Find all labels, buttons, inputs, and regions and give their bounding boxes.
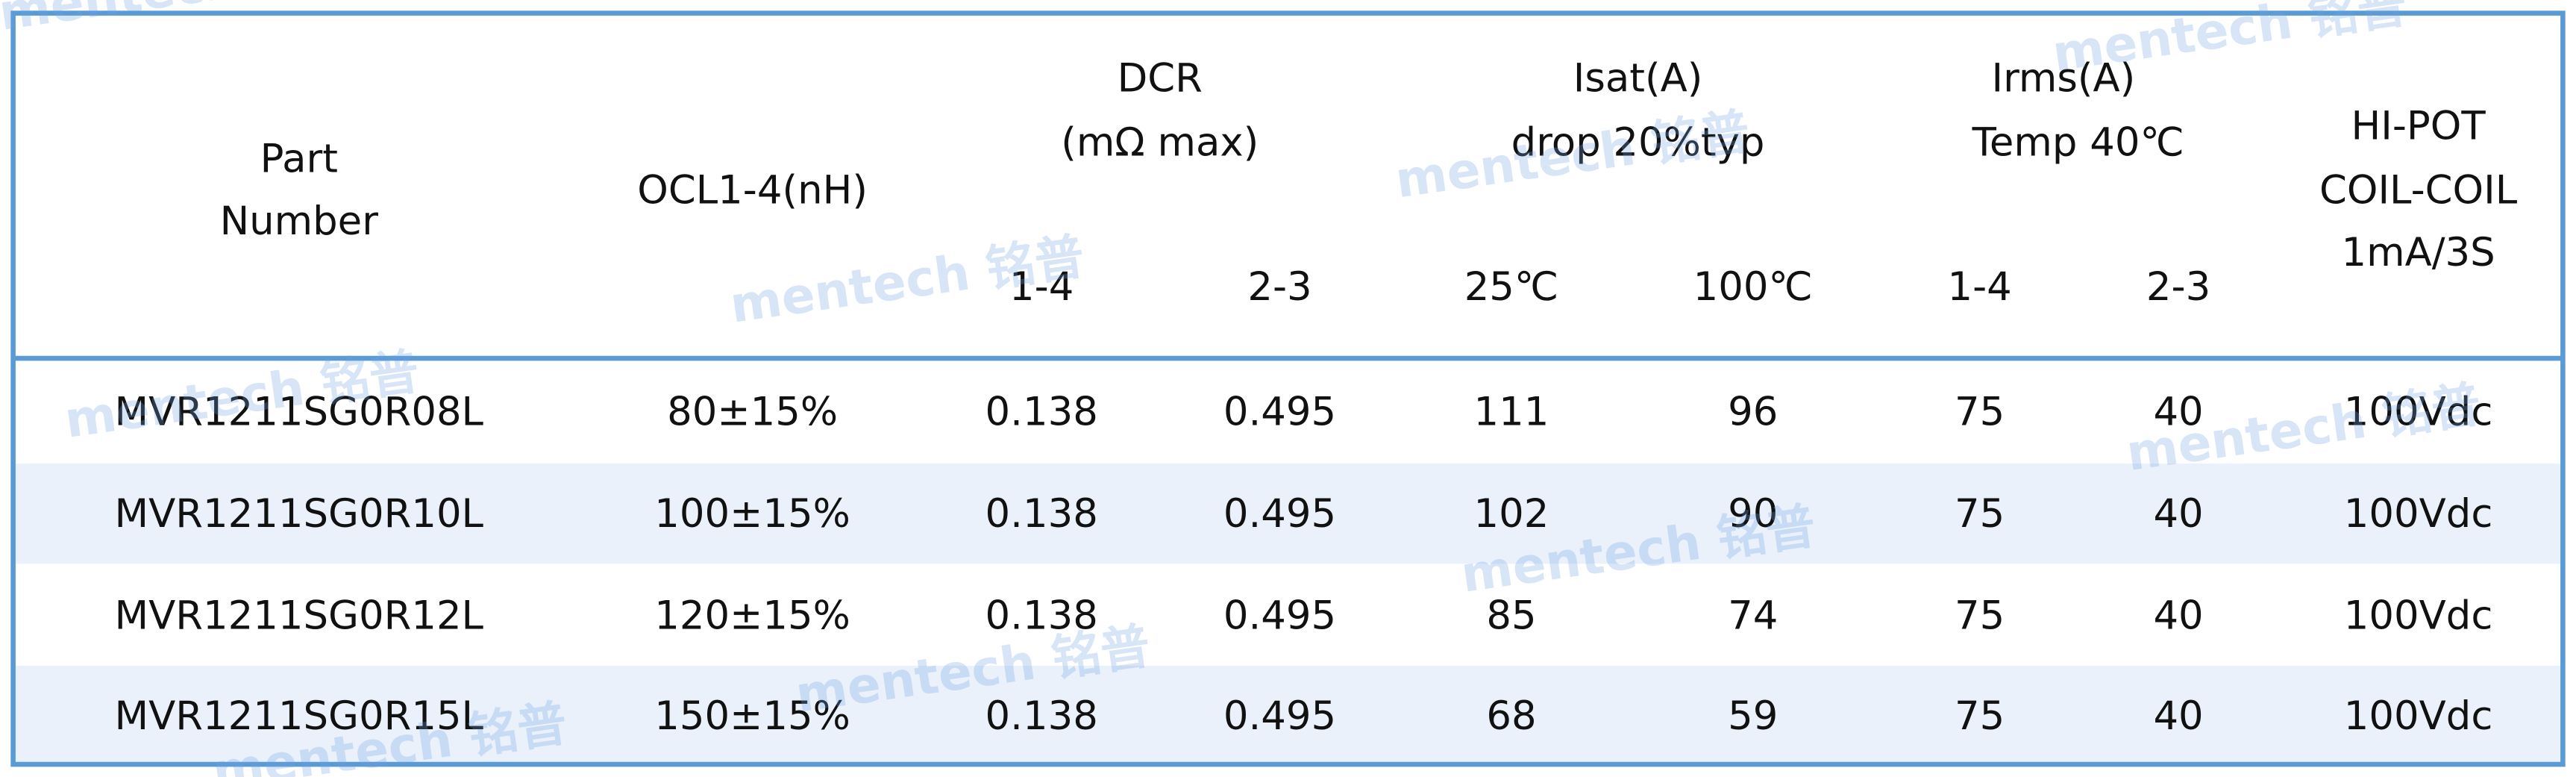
header-cell: Number [220,199,379,244]
row-stripe [13,665,2563,765]
table-cell: 102 [1474,491,1549,537]
table-cell: 75 [1955,593,2005,639]
table-cell: 0.138 [985,491,1098,537]
table-cell: 40 [2153,390,2203,435]
table-cell: 100Vdc [2344,693,2493,739]
table-cell: 0.495 [1223,693,1336,739]
table-cell: 0.495 [1223,390,1336,435]
header-cell: Irms(A) [1992,56,2136,102]
table-cell: 75 [1955,491,2005,537]
table-cell: 40 [2153,491,2203,537]
table-border [10,10,2566,767]
table-cell: 150±15% [654,693,850,739]
table-cell: 74 [1728,593,1778,639]
sub-header-cell: 100℃ [1693,264,1813,310]
table-cell: 75 [1955,390,2005,435]
table-cell: 100Vdc [2344,491,2493,537]
header-cell: DCR [1118,56,1203,102]
sub-header-cell: 25℃ [1464,264,1559,310]
sub-header-cell: 1-4 [1947,264,2011,310]
table-cell: MVR1211SG0R10L [115,491,484,537]
header-cell: Part [260,136,338,181]
sub-header-cell: 2-3 [1247,264,1311,310]
header-cell: COIL-COIL [2319,167,2518,213]
table-cell: 111 [1474,390,1549,435]
table-cell: MVR1211SG0R12L [115,593,484,639]
table-cell: 75 [1955,693,2005,739]
table-cell: 85 [1486,593,1536,639]
table-cell: 100±15% [654,491,850,537]
header-cell: OCL1-4(nH) [637,167,868,213]
header-cell: Isat(A) [1573,56,1703,102]
table-cell: 96 [1728,390,1778,435]
table-cell: 0.138 [985,390,1098,435]
table-cell: 40 [2153,593,2203,639]
table-cell: 59 [1728,693,1778,739]
table-cell: 120±15% [654,593,850,639]
table-cell: 100Vdc [2344,593,2493,639]
table-cell: 0.495 [1223,593,1336,639]
table-cell: MVR1211SG0R15L [115,693,484,739]
table-cell: MVR1211SG0R08L [115,390,484,435]
header-cell: drop 20%typ [1511,119,1765,165]
table-cell: 0.138 [985,693,1098,739]
table-cell: 90 [1728,491,1778,537]
header-cell: Temp 40℃ [1972,119,2184,165]
table-cell: 0.495 [1223,491,1336,537]
table-cell: 80±15% [667,390,838,435]
watermark: mentech 铭普 [0,0,357,42]
table-cell: 0.138 [985,593,1098,639]
table-cell: 100Vdc [2344,390,2493,435]
table-cell: 40 [2153,693,2203,739]
header-cell: 1mA/3S [2341,230,2495,275]
sub-header-cell: 1-4 [1009,264,1074,310]
header-cell: HI-POT [2351,103,2486,149]
watermark: mentech 铭普 [1392,103,1753,210]
table-cell: 68 [1486,693,1536,739]
sub-header-cell: 2-3 [2146,264,2210,310]
watermark: mentech 铭普 [727,228,1088,334]
row-stripe [13,464,2563,564]
header-cell: (mΩ max) [1061,119,1259,165]
